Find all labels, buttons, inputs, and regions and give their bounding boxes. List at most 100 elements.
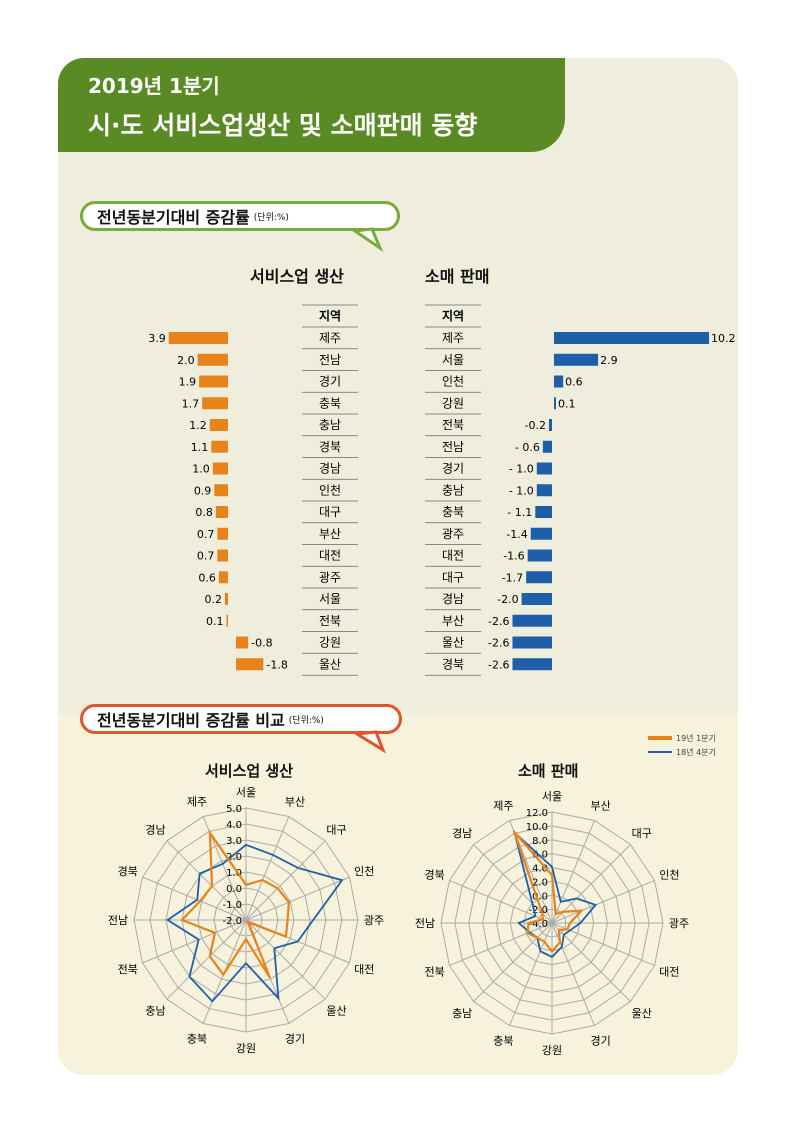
bar-title-retail: 소매 판매 <box>425 267 490 286</box>
retail-bar <box>554 332 710 344</box>
region-label-retail: 충북 <box>442 505 464 519</box>
radar-spoke <box>509 922 553 1026</box>
service-bar-label: 1.2 <box>189 419 207 432</box>
radar-axis-label-retail: 경기 <box>590 1034 610 1047</box>
radar-spoke <box>166 919 247 1000</box>
region-label-service: 대구 <box>319 505 341 519</box>
region-label-service: 대전 <box>319 549 341 563</box>
bar-title-service: 서비스업 생산 <box>250 267 344 286</box>
retail-bar <box>535 506 552 518</box>
radar-tick-label: 12.0 <box>526 808 548 819</box>
radar-spoke <box>473 922 553 1002</box>
retail-bar <box>536 462 552 475</box>
retail-bar <box>512 614 552 627</box>
section-title: 전년동분기대비 증감률 비교 <box>97 711 285 730</box>
retail-bar-label: -2.6 <box>488 658 509 671</box>
region-label-retail: 대구 <box>442 570 464 584</box>
service-bar-label: 0.7 <box>197 528 215 541</box>
radar-axis-label-service: 대전 <box>354 963 374 976</box>
retail-bar-label: -1.6 <box>503 550 524 563</box>
radar-spoke <box>166 840 247 921</box>
radar-spoke <box>473 844 553 924</box>
radar-axis-label-retail: 전남 <box>415 917 435 930</box>
radar-axis-label-retail: 인천 <box>659 867 679 881</box>
region-label-service: 전북 <box>319 614 341 628</box>
service-bar-label: 1.0 <box>192 463 210 476</box>
radar-axis-label-service: 전북 <box>118 963 138 976</box>
infographic-card: 2019년 1분기 시·도 서비스업생산 및 소매판매 동향 전년동분기대비 증… <box>58 58 738 1075</box>
radar-axis-label-service: 충남 <box>145 1005 165 1018</box>
radar-spoke <box>551 820 595 924</box>
radar-axis-label-service: 전남 <box>108 914 128 927</box>
retail-bar-label: -2.6 <box>488 637 509 650</box>
radar-tick-label: -2.0 <box>222 916 242 927</box>
service-bar <box>236 636 249 649</box>
radar-axis-label-retail: 제주 <box>493 800 513 813</box>
retail-bar-label: 0.1 <box>558 397 576 410</box>
radar-axis-label-retail: 대구 <box>632 827 652 840</box>
region-label-service: 제주 <box>319 331 341 345</box>
region-label-retail: 광주 <box>442 527 464 541</box>
retail-bar-label: -1.7 <box>502 571 523 584</box>
radar-axis-label-retail: 경북 <box>425 868 445 881</box>
radar-title-retail: 소매 판매 <box>518 762 579 780</box>
service-bar <box>199 375 228 388</box>
service-bar-label: 1.9 <box>179 376 197 389</box>
radar-spoke <box>142 876 247 921</box>
service-bar-label: 0.1 <box>206 615 224 628</box>
radar-tick-label: 5.0 <box>226 804 242 815</box>
region-label-retail: 경남 <box>442 592 464 606</box>
retail-bar-label: - 1.0 <box>509 484 534 497</box>
radar-axis-label-service: 서울 <box>236 786 256 799</box>
page-title: 시·도 서비스업생산 및 소매판매 동향 <box>88 111 478 140</box>
region-label-service: 강원 <box>319 636 341 650</box>
radar-tick-label: 4.0 <box>226 820 242 831</box>
radar-spoke <box>245 840 326 921</box>
radar-tick-label: -2.0 <box>528 905 548 916</box>
radar-spoke <box>245 816 290 921</box>
service-bar-label: 0.8 <box>195 506 213 519</box>
title-banner: 2019년 1분기 시·도 서비스업생산 및 소매판매 동향 <box>58 58 565 152</box>
service-bar-label: -1.8 <box>266 658 287 671</box>
section-title: 전년동분기대비 증감률 <box>97 208 250 227</box>
retail-bar <box>527 549 552 562</box>
service-bar-label: 0.6 <box>198 571 216 584</box>
region-label-service: 인천 <box>319 482 341 497</box>
service-bar <box>211 440 228 453</box>
region-label-service: 울산 <box>319 657 341 671</box>
retail-bar <box>512 636 552 649</box>
service-bar-label: 0.2 <box>204 593 222 606</box>
region-label-service: 경남 <box>319 462 341 476</box>
radar-series-19q1 <box>180 829 290 979</box>
region-label-retail: 대전 <box>442 549 464 563</box>
retail-bar <box>526 571 552 584</box>
region-label-retail: 인천 <box>442 374 464 389</box>
service-bar-label: -0.8 <box>251 637 272 650</box>
retail-bar-label: 0.6 <box>565 376 583 389</box>
radar-tick-label: 2.0 <box>532 877 548 888</box>
radar-title-service: 서비스업 생산 <box>205 762 294 780</box>
radar-axis-label-retail: 광주 <box>669 917 689 930</box>
region-label-service: 경북 <box>319 440 341 454</box>
service-bar <box>212 462 228 475</box>
radar-axis-label-service: 울산 <box>326 1005 346 1018</box>
region-column-header: 지역 <box>319 308 341 323</box>
radar-axis-label-service: 경기 <box>285 1032 305 1045</box>
radar-axis-label-service: 경남 <box>145 823 165 836</box>
radar-axis-label-service: 부산 <box>285 796 305 809</box>
radar-axis-label-service: 제주 <box>187 796 207 809</box>
region-label-retail: 강원 <box>442 396 464 410</box>
region-label-service: 충남 <box>319 418 341 432</box>
retail-bar-label: -2.6 <box>488 615 509 628</box>
radar-tick-label: 4.0 <box>532 864 548 875</box>
retail-bar <box>554 375 564 388</box>
retail-bar <box>530 527 552 540</box>
retail-bar-label: -2.0 <box>497 593 518 606</box>
radar-spoke <box>551 844 631 924</box>
title-period: 2019년 1분기 <box>88 74 220 98</box>
radar-tick-label: -4.0 <box>528 919 548 930</box>
service-bar-label: 2.0 <box>177 354 195 367</box>
region-label-retail: 울산 <box>442 636 464 650</box>
radar-axis-label-retail: 충북 <box>493 1034 513 1047</box>
retail-bar <box>521 593 552 605</box>
